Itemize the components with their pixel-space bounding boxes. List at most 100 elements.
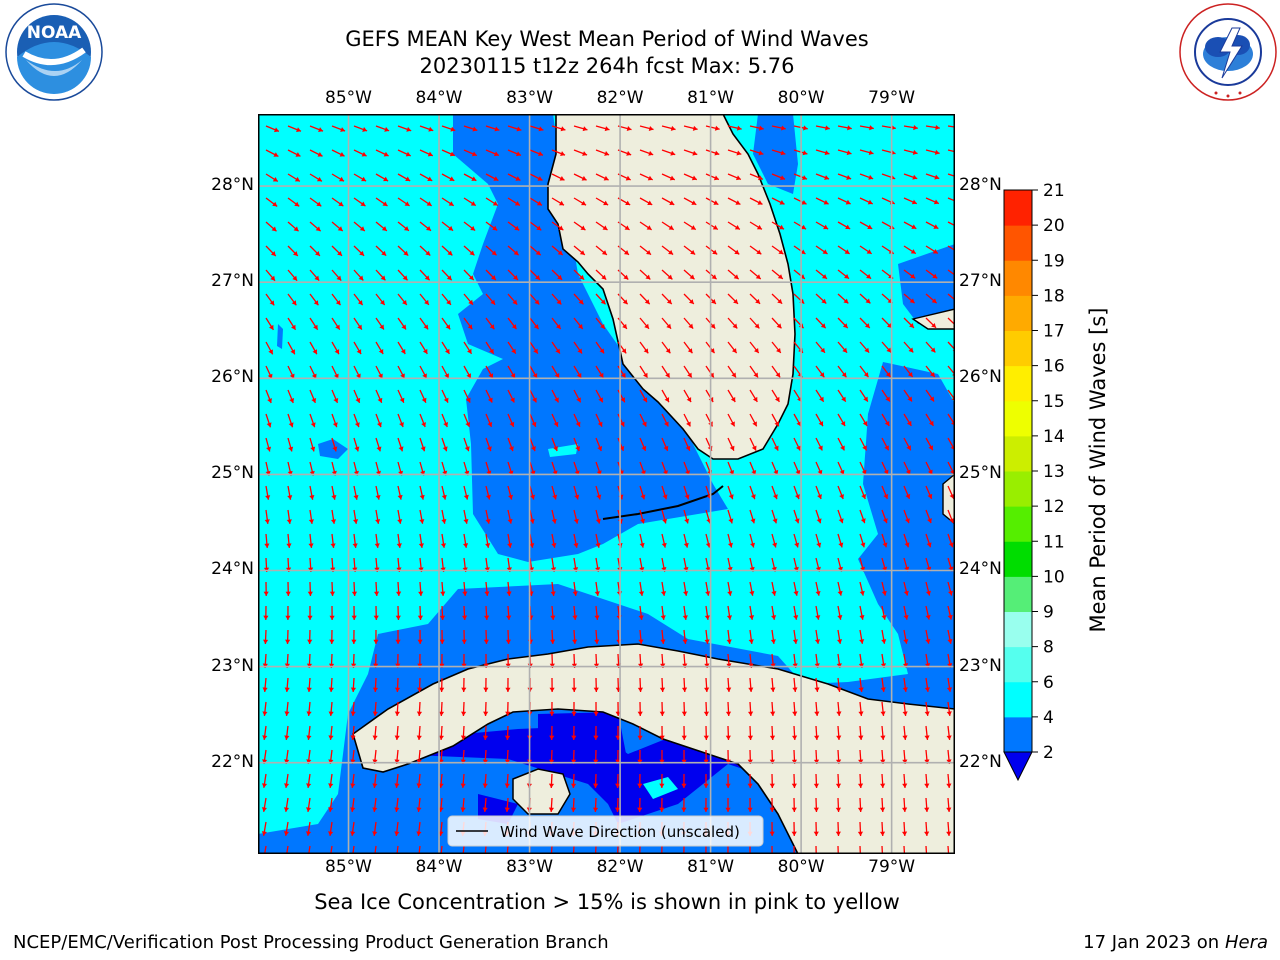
wind-arrow bbox=[285, 629, 291, 645]
wind-arrow bbox=[373, 605, 379, 621]
wind-arrow bbox=[771, 149, 786, 156]
wind-arrow bbox=[350, 821, 356, 836]
wind-arrow bbox=[309, 389, 317, 404]
wind-arrow bbox=[815, 581, 821, 596]
wind-arrow bbox=[331, 125, 346, 132]
colorbar-bin bbox=[1004, 295, 1032, 331]
wind-arrow bbox=[397, 293, 408, 306]
wind-arrow bbox=[350, 701, 356, 717]
wind-arrow bbox=[595, 221, 608, 231]
wind-arrow bbox=[859, 461, 867, 475]
wind-arrow bbox=[284, 677, 290, 693]
wind-arrow bbox=[331, 221, 344, 232]
wind-arrow bbox=[791, 749, 798, 765]
wind-arrow bbox=[880, 701, 886, 716]
wind-arrow bbox=[551, 533, 557, 548]
wind-arrow bbox=[661, 557, 667, 572]
wind-arrow bbox=[551, 389, 560, 403]
lon-tick-label-top: 83°W bbox=[506, 88, 554, 108]
wind-arrow bbox=[265, 389, 272, 404]
wind-arrow bbox=[857, 797, 864, 813]
wind-arrow bbox=[507, 221, 520, 231]
wind-arrow bbox=[837, 485, 844, 500]
wind-arrow bbox=[617, 365, 627, 379]
wind-arrow bbox=[859, 173, 874, 180]
wind-arrow bbox=[286, 533, 292, 548]
wind-arrow bbox=[438, 701, 445, 717]
wind-arrow bbox=[309, 149, 323, 157]
wind-arrow bbox=[263, 581, 269, 597]
wind-arrow bbox=[394, 773, 400, 788]
wind-arrow bbox=[287, 149, 301, 157]
wind-arrow bbox=[617, 413, 625, 427]
wind-arrow bbox=[925, 605, 931, 620]
wind-arrow bbox=[594, 581, 600, 596]
wind-arrow bbox=[771, 437, 779, 451]
wind-arrow bbox=[815, 413, 824, 427]
wind-arrow bbox=[683, 533, 689, 548]
lon-tick-label-top: 80°W bbox=[777, 88, 825, 108]
wind-arrow bbox=[482, 749, 488, 765]
wind-arrow bbox=[815, 197, 829, 205]
wind-arrow bbox=[353, 221, 366, 232]
wind-arrow bbox=[306, 797, 312, 812]
lat-tick-label-left: 28°N bbox=[211, 175, 254, 196]
wind-arrow bbox=[705, 533, 711, 548]
wind-arrow bbox=[902, 773, 908, 789]
cuba-land bbox=[352, 643, 955, 854]
wind-arrow bbox=[416, 773, 422, 788]
wind-arrow bbox=[309, 245, 321, 257]
wind-arrow bbox=[727, 581, 733, 596]
colorbar-bin bbox=[1004, 400, 1032, 437]
wind-arrow bbox=[683, 197, 697, 206]
wind-arrow bbox=[396, 533, 402, 548]
wind-arrow bbox=[529, 485, 536, 500]
wind-arrow bbox=[924, 725, 930, 740]
wind-arrow bbox=[859, 509, 866, 524]
wind-arrow bbox=[903, 485, 911, 500]
wind-arrow bbox=[681, 749, 687, 765]
lon-tick-label-bottom: 85°W bbox=[325, 857, 372, 877]
wind-arrow bbox=[485, 269, 497, 281]
wind-arrow bbox=[571, 749, 577, 765]
wind-arrow bbox=[463, 269, 475, 281]
wind-arrow bbox=[309, 413, 316, 428]
wind-arrow bbox=[881, 581, 887, 596]
colorbar-bin bbox=[1004, 190, 1032, 226]
wind-arrow bbox=[791, 821, 797, 837]
wind-arrow bbox=[504, 749, 511, 765]
wind-arrow bbox=[925, 413, 934, 427]
wind-arrow bbox=[815, 149, 830, 156]
wind-arrow bbox=[705, 197, 719, 206]
wind-arrow bbox=[683, 293, 695, 305]
wind-arrow bbox=[287, 413, 294, 428]
colorbar-bin bbox=[1004, 435, 1032, 472]
wind-arrow bbox=[463, 365, 472, 379]
wind-arrow bbox=[771, 365, 781, 378]
wind-arrow bbox=[592, 797, 599, 813]
wind-arrow bbox=[372, 725, 378, 741]
wind-arrow bbox=[902, 653, 909, 668]
wind-arrow bbox=[727, 509, 734, 524]
wind-arrow bbox=[573, 221, 586, 231]
wind-arrow bbox=[925, 149, 940, 155]
wind-arrow bbox=[859, 293, 871, 304]
wind-arrow bbox=[262, 677, 268, 693]
wind-arrow bbox=[924, 821, 930, 837]
wind-arrow bbox=[417, 629, 423, 645]
wind-arrow bbox=[529, 437, 536, 452]
wind-arrow bbox=[837, 125, 852, 131]
colorbar-bin bbox=[1004, 541, 1032, 577]
lat-tick-label-left: 23°N bbox=[211, 655, 254, 676]
wind-arrow bbox=[881, 485, 889, 500]
wind-arrow bbox=[814, 701, 820, 717]
wind-arrow bbox=[529, 533, 535, 548]
wind-arrow bbox=[351, 605, 357, 621]
wind-arrow bbox=[573, 269, 585, 281]
wind-arrow bbox=[727, 149, 742, 156]
wind-arrow bbox=[351, 629, 357, 645]
wind-arrow bbox=[507, 533, 513, 548]
wind-arrow bbox=[858, 653, 864, 668]
wind-arrow bbox=[419, 269, 431, 281]
wind-arrow bbox=[551, 341, 561, 354]
